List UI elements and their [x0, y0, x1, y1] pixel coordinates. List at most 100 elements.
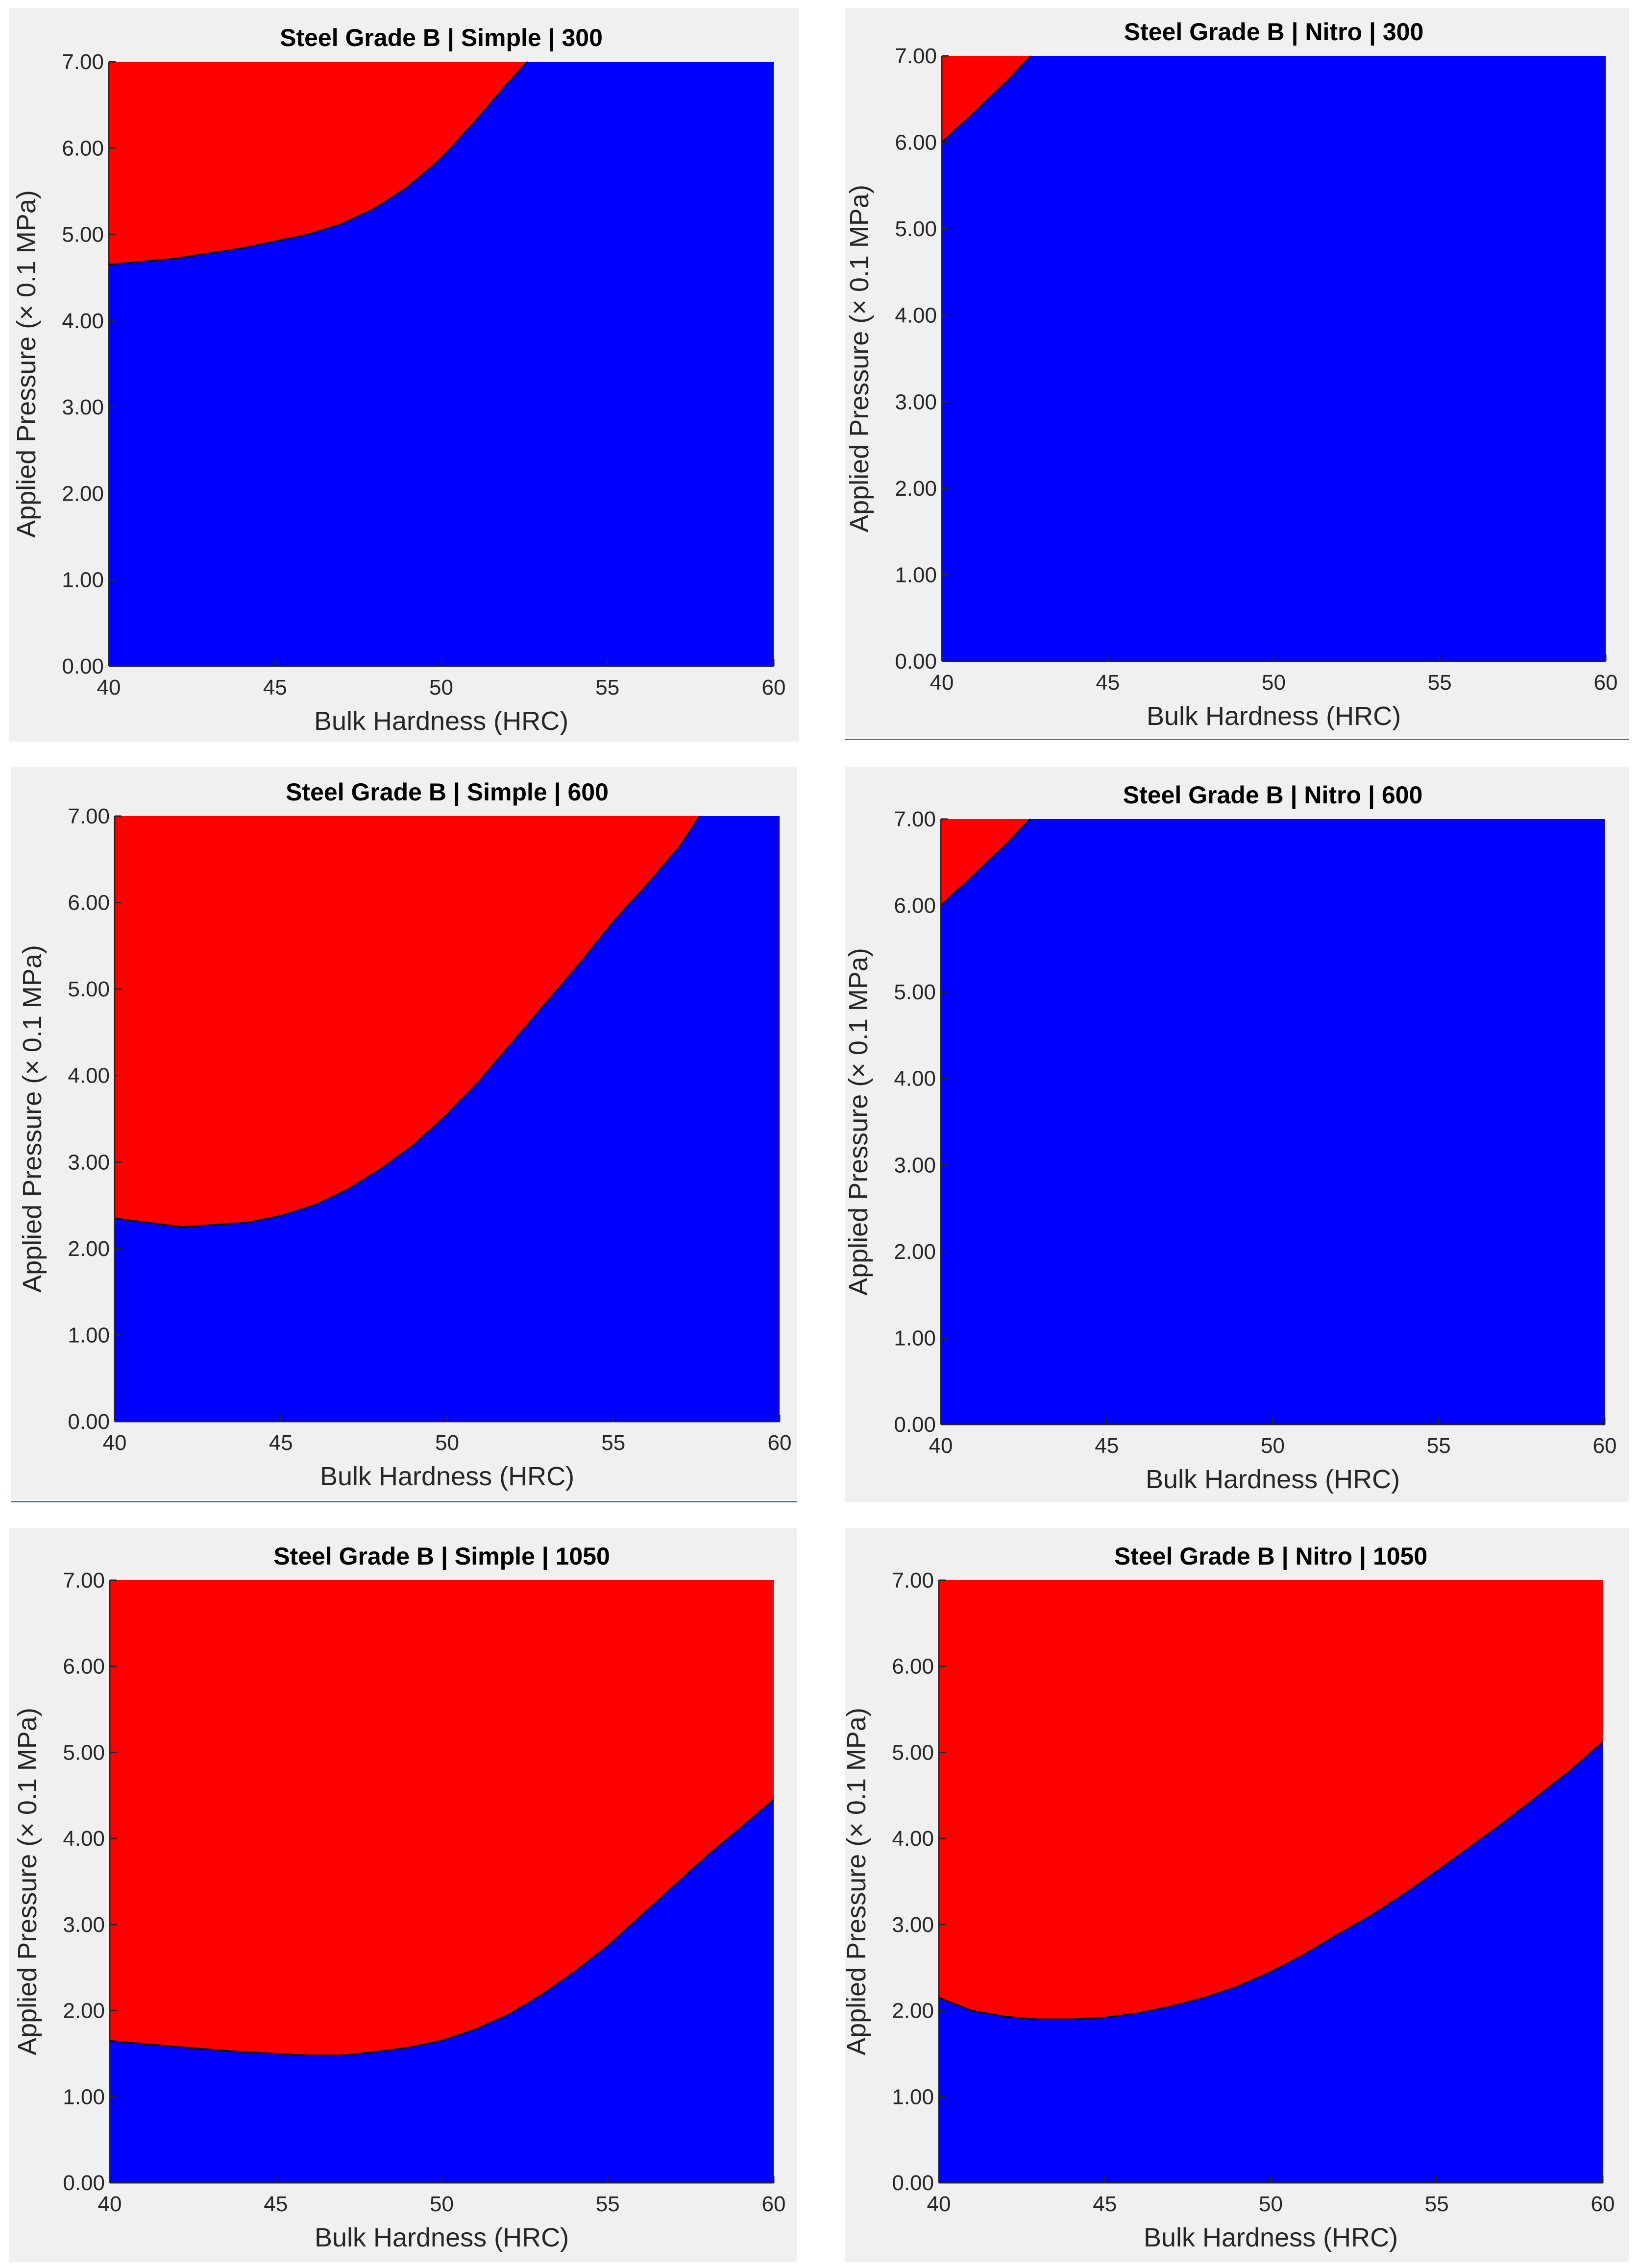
y-tick-label: 0.00 [895, 650, 937, 674]
y-tick-label: 4.00 [63, 1827, 105, 1851]
x-axis-label: Bulk Hardness (HRC) [1146, 1465, 1400, 1494]
y-axis-label: Applied Pressure (× 0.1 MPa) [845, 185, 874, 532]
upper-region [115, 816, 700, 1227]
y-tick-label: 6.00 [894, 894, 936, 918]
y-axis-label: Applied Pressure (× 0.1 MPa) [12, 190, 41, 538]
x-tick-label: 60 [762, 676, 786, 700]
y-tick-label: 7.00 [894, 807, 936, 831]
y-tick-label: 0.00 [894, 1413, 936, 1437]
chart-panel-3: 40 45 50 55 60 0.00 1.00 2.00 3.00 4.00 5.00 6.00 7.… [11, 767, 797, 1500]
x-axis-label: Bulk Hardness (HRC) [315, 2223, 569, 2252]
y-tick-label: 7.00 [68, 804, 110, 828]
y-axis-label: Applied Pressure (× 0.1 MPa) [18, 945, 47, 1293]
chart-svg-6: 40 45 50 55 60 0.00 1.00 2.00 3.00 4.00 5.00 6.00 7.… [842, 1543, 1615, 2252]
upper-region [939, 1580, 1603, 2020]
x-tick-label: 50 [1259, 2192, 1283, 2216]
upper-region [110, 1580, 774, 2055]
y-tick-label: 2.00 [894, 1240, 936, 1264]
y-tick-label: 7.00 [892, 1568, 934, 1592]
x-tick-label: 50 [435, 1431, 459, 1455]
lower-region [941, 819, 1605, 1424]
y-tick-label: 0.00 [63, 2171, 105, 2195]
chart-svg-1: 40 45 50 55 60 0.00 1.00 2.00 3.00 4.00 5.00 6.00 7.… [12, 24, 786, 736]
x-tick-label: 60 [768, 1431, 792, 1455]
x-axis-label: Bulk Hardness (HRC) [320, 1462, 574, 1491]
y-tick-label: 1.00 [892, 2085, 934, 2109]
x-axis-label: Bulk Hardness (HRC) [1144, 2223, 1398, 2252]
lower-region [942, 56, 1606, 661]
x-tick-label: 60 [762, 2192, 786, 2216]
y-axis-label: Applied Pressure (× 0.1 MPa) [842, 1708, 871, 2055]
x-tick-label: 60 [1593, 1434, 1617, 1458]
x-tick-label: 55 [1427, 1434, 1451, 1458]
y-tick-label: 5.00 [894, 980, 936, 1004]
y-tick-label: 4.00 [895, 304, 937, 328]
x-tick-label: 55 [595, 676, 619, 700]
y-tick-label: 3.00 [895, 390, 937, 414]
x-tick-label: 55 [1428, 671, 1452, 695]
y-tick-label: 4.00 [68, 1064, 110, 1088]
chart-title: Steel Grade B | Simple | 1050 [273, 1543, 610, 1570]
y-tick-label: 6.00 [63, 1655, 105, 1679]
x-tick-label: 45 [1096, 671, 1120, 695]
x-tick-label: 55 [596, 2192, 620, 2216]
x-tick-label: 60 [1594, 671, 1618, 695]
y-axis-label: Applied Pressure (× 0.1 MPa) [13, 1708, 42, 2055]
chart-title: Steel Grade B | Nitro | 600 [1123, 781, 1423, 809]
x-axis-label: Bulk Hardness (HRC) [1147, 701, 1401, 731]
y-tick-label: 0.00 [892, 2171, 934, 2195]
y-tick-label: 7.00 [63, 1568, 105, 1592]
y-tick-label: 0.00 [68, 1410, 110, 1434]
x-tick-label: 45 [1093, 2192, 1117, 2216]
chart-panel-4: 40 45 50 55 60 0.00 1.00 2.00 3.00 4.00 5.00 6.00 7.… [844, 767, 1629, 1502]
x-tick-label: 50 [1261, 1434, 1285, 1458]
chart-title: Steel Grade B | Simple | 300 [280, 24, 603, 52]
upper-region [942, 56, 1031, 143]
x-tick-label: 55 [1425, 2192, 1449, 2216]
x-tick-label: 55 [601, 1431, 625, 1455]
y-tick-label: 1.00 [895, 563, 937, 587]
x-tick-label: 40 [929, 1434, 953, 1458]
y-tick-label: 1.00 [894, 1326, 936, 1350]
x-tick-label: 45 [263, 676, 287, 700]
boundary-line [108, 61, 529, 265]
y-tick-label: 3.00 [63, 1913, 105, 1937]
x-tick-label: 40 [103, 1431, 127, 1455]
chart-title: Steel Grade B | Nitro | 300 [1124, 18, 1424, 46]
y-tick-label: 6.00 [62, 136, 104, 160]
y-axis-label: Applied Pressure (× 0.1 MPa) [844, 948, 873, 1296]
x-axis-label: Bulk Hardness (HRC) [314, 706, 568, 736]
y-tick-label: 1.00 [62, 568, 104, 592]
y-tick-label: 2.00 [892, 1999, 934, 2023]
y-tick-label: 3.00 [894, 1153, 936, 1177]
x-tick-label: 40 [930, 671, 954, 695]
x-tick-label: 60 [1591, 2192, 1615, 2216]
y-tick-label: 5.00 [895, 217, 937, 241]
chart-svg-2: 40 45 50 55 60 0.00 1.00 2.00 3.00 4.00 5.00 6.00 7.… [845, 18, 1618, 731]
y-tick-label: 3.00 [68, 1150, 110, 1174]
y-tick-label: 2.00 [63, 1999, 105, 2023]
y-tick-label: 5.00 [892, 1740, 934, 1764]
chart-panel-2: 40 45 50 55 60 0.00 1.00 2.00 3.00 4.00 5.00 6.00 7.… [845, 8, 1629, 737]
y-tick-label: 2.00 [62, 482, 104, 506]
y-tick-label: 2.00 [895, 477, 937, 501]
y-tick-label: 3.00 [892, 1913, 934, 1937]
y-tick-label: 0.00 [62, 654, 104, 678]
y-tick-label: 6.00 [892, 1655, 934, 1679]
x-tick-label: 45 [264, 2192, 288, 2216]
y-tick-label: 4.00 [892, 1827, 934, 1851]
y-tick-label: 3.00 [62, 395, 104, 419]
y-tick-label: 5.00 [62, 223, 104, 247]
x-tick-label: 40 [97, 676, 121, 700]
boundary-line [940, 818, 1031, 906]
panel-separator-2 [845, 739, 1629, 740]
y-tick-label: 6.00 [895, 131, 937, 155]
boundary-line [938, 1741, 1603, 2020]
chart-title: Steel Grade B | Nitro | 1050 [1114, 1543, 1427, 1570]
x-tick-label: 40 [927, 2192, 951, 2216]
chart-svg-5: 40 45 50 55 60 0.00 1.00 2.00 3.00 4.00 5.00 6.00 7.… [13, 1543, 786, 2252]
y-tick-label: 4.00 [62, 309, 104, 333]
y-tick-label: 7.00 [62, 50, 104, 74]
y-tick-label: 6.00 [68, 891, 110, 915]
y-tick-label: 5.00 [63, 1740, 105, 1764]
